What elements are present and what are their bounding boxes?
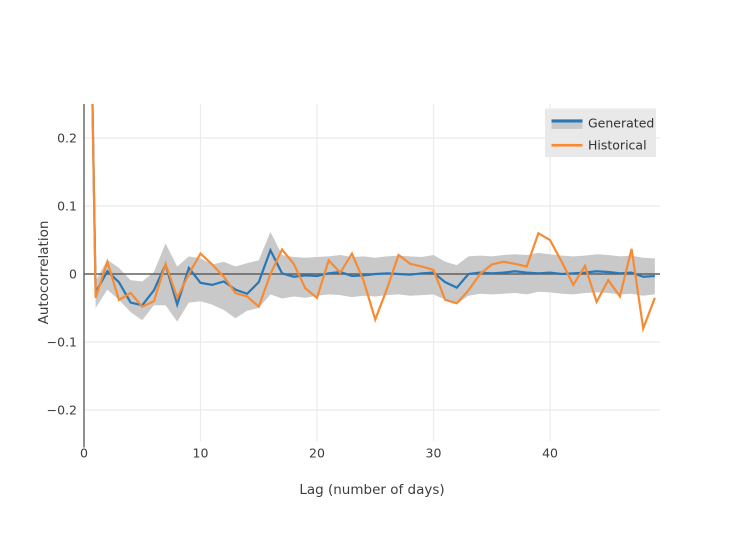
band-layer: [92, 104, 655, 322]
x-tick-label: 20: [309, 446, 325, 461]
confidence-band: [92, 104, 655, 322]
y-tick-label: 0.1: [57, 198, 77, 213]
legend-background: [545, 108, 656, 157]
y-tick-label: 0: [69, 266, 77, 281]
y-tick-label: 0.2: [57, 130, 77, 145]
x-tick-label: 30: [426, 446, 442, 461]
legend: Generated Historical: [545, 108, 656, 157]
historical-line-swatch: [551, 143, 583, 147]
y-axis-title: Autocorrelation: [36, 221, 52, 325]
generated-line: [91, 104, 655, 309]
legend-label-generated: Generated: [588, 116, 654, 131]
generated-line-swatch: [551, 119, 583, 123]
series-layer: [91, 104, 656, 333]
y-tick-label: −0.1: [47, 334, 77, 349]
generated-band-swatch: [551, 122, 583, 129]
y-tick-label: −0.2: [47, 402, 77, 417]
legend-item-historical[interactable]: Historical: [551, 137, 647, 152]
x-tick-label: 10: [193, 446, 209, 461]
x-tick-label: 40: [542, 446, 558, 461]
historical-line: [91, 104, 656, 333]
x-axis-title: Lag (number of days): [299, 482, 444, 498]
legend-item-generated[interactable]: Generated: [551, 116, 655, 131]
legend-label-historical: Historical: [588, 137, 647, 152]
tick-label-layer: 0.2 0.1 0 −0.1 −0.2 0 10 20 30 40: [47, 130, 558, 460]
x-tick-label: 0: [80, 446, 88, 461]
